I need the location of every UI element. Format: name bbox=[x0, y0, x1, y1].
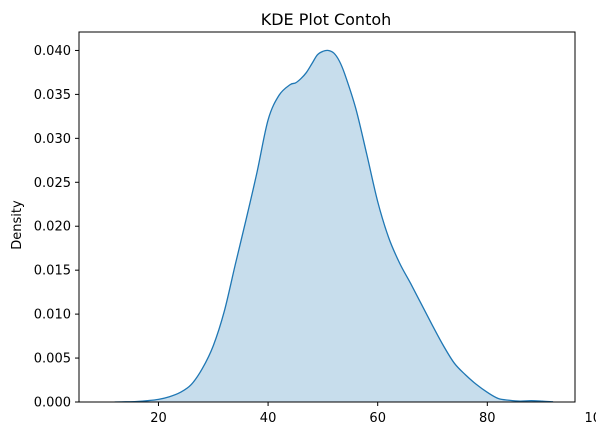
y-tick-label: 0.020 bbox=[34, 220, 71, 235]
y-tick-label: 0.025 bbox=[34, 176, 71, 191]
x-tick-label: 20 bbox=[150, 411, 167, 426]
kde-density-line bbox=[114, 49, 554, 402]
y-tick-label: 0.040 bbox=[34, 44, 71, 59]
y-tick-label: 0.030 bbox=[34, 132, 71, 147]
x-axis: 20 40 60 80 100 bbox=[150, 402, 596, 426]
x-tick-label: 100 bbox=[585, 411, 596, 426]
y-tick-label: 0.035 bbox=[34, 88, 71, 103]
kde-area-fill bbox=[114, 50, 554, 402]
y-axis-label: Density bbox=[10, 200, 25, 250]
y-tick-label: 0.010 bbox=[34, 308, 71, 323]
plot-frame bbox=[78, 31, 576, 403]
y-tick-label: 0.000 bbox=[34, 396, 71, 411]
chart-title: KDE Plot Contoh bbox=[261, 10, 392, 29]
y-tick-label: 0.005 bbox=[34, 352, 71, 367]
x-tick-label: 40 bbox=[260, 411, 277, 426]
x-tick-label: 80 bbox=[479, 411, 496, 426]
y-tick-label: 0.015 bbox=[34, 264, 71, 279]
plot-area bbox=[114, 49, 554, 402]
y-axis: 0.000 0.005 0.010 0.015 0.020 0.025 0.030 0.035… bbox=[34, 44, 79, 411]
x-tick-label: 60 bbox=[369, 411, 386, 426]
